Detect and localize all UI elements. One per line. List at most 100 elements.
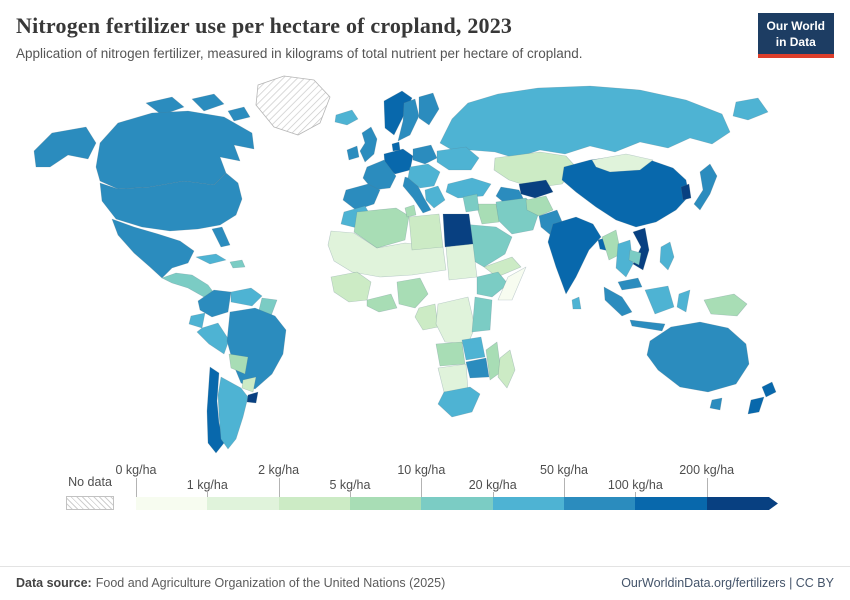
- map-region-cameroon-gabon[interactable]: [414, 303, 439, 331]
- map-region-sweden[interactable]: [397, 98, 420, 142]
- map-region-chukotka[interactable]: [732, 97, 769, 121]
- map-region-iraq[interactable]: [475, 203, 500, 225]
- legend-segment-1[interactable]: [207, 497, 279, 510]
- map-region-sudan[interactable]: [445, 243, 478, 281]
- legend-segment-6[interactable]: [563, 497, 636, 510]
- legend-scale: 0 kg/ha 1 kg/ha 2 kg/ha 5 kg/ha 10 kg/ha…: [115, 463, 778, 510]
- map-region-colombia[interactable]: [197, 289, 232, 318]
- map-region-thailand[interactable]: [615, 239, 634, 278]
- map-region-iberia[interactable]: [342, 183, 381, 211]
- map-region-brazil[interactable]: [226, 307, 287, 390]
- map-region-norway[interactable]: [383, 90, 413, 136]
- map-region-sumatra[interactable]: [603, 286, 633, 317]
- map-region-west-africa[interactable]: [330, 271, 372, 303]
- map-region-ghana-ivory[interactable]: [366, 293, 398, 313]
- map-region-vietnam[interactable]: [632, 227, 650, 271]
- legend-segment-0[interactable]: [136, 497, 208, 510]
- page-title: Nitrogen fertilizer use per hectare of c…: [16, 13, 513, 38]
- map-region-central-america[interactable]: [161, 272, 215, 298]
- map-region-sulawesi[interactable]: [676, 289, 691, 313]
- map-region-ethiopia[interactable]: [476, 271, 509, 298]
- map-region-south-africa[interactable]: [437, 386, 481, 418]
- legend-label-1: 1 kg/ha: [186, 478, 228, 492]
- map-region-turkey[interactable]: [445, 177, 492, 199]
- legend-segment-2[interactable]: [278, 497, 350, 510]
- map-region-borneo[interactable]: [644, 285, 675, 315]
- owid-logo[interactable]: Our World in Data: [757, 13, 834, 59]
- legend-segment-3[interactable]: [349, 497, 422, 510]
- map-region-malaysia[interactable]: [617, 277, 643, 291]
- map-region-france[interactable]: [362, 159, 397, 191]
- map-region-arctic-islands[interactable]: [145, 93, 251, 122]
- footer: Data source: Food and Agriculture Organiz…: [0, 566, 850, 600]
- map-region-iceland[interactable]: [334, 109, 359, 126]
- map-region-mongolia[interactable]: [591, 153, 654, 173]
- map-region-venezuela[interactable]: [230, 287, 263, 307]
- map-region-drc[interactable]: [435, 296, 476, 345]
- map-region-angola[interactable]: [435, 341, 466, 367]
- map-region-new-guinea[interactable]: [703, 293, 748, 317]
- map-region-philippines[interactable]: [659, 241, 675, 271]
- map-region-australia[interactable]: [646, 321, 750, 393]
- legend-tick: [564, 478, 566, 497]
- map-region-cuba[interactable]: [195, 253, 227, 265]
- legend-tick: [421, 478, 423, 497]
- map-region-alaska[interactable]: [33, 126, 97, 168]
- map-region-ukraine[interactable]: [436, 146, 480, 171]
- map-region-india[interactable]: [547, 216, 602, 295]
- map-region-east-africa[interactable]: [471, 296, 493, 333]
- map-region-ecuador[interactable]: [188, 312, 206, 329]
- map-region-namibia-botswana[interactable]: [437, 363, 469, 393]
- legend-segment-8[interactable]: [707, 497, 778, 510]
- map-region-poland[interactable]: [412, 144, 438, 165]
- map-region-egypt[interactable]: [442, 213, 474, 248]
- map-region-new-zealand-north[interactable]: [761, 381, 777, 398]
- map-region-madagascar[interactable]: [497, 349, 516, 389]
- map-region-afghanistan[interactable]: [525, 195, 554, 217]
- map-region-sahel[interactable]: [327, 230, 447, 278]
- map-region-algeria[interactable]: [353, 207, 410, 249]
- legend-segment-7[interactable]: [635, 497, 707, 510]
- map-region-uzbekistan[interactable]: [518, 179, 554, 199]
- map-region-zambia[interactable]: [461, 336, 486, 361]
- map-region-finland[interactable]: [418, 92, 440, 126]
- legend-no-data-swatch[interactable]: [66, 496, 114, 510]
- map-region-new-zealand-south[interactable]: [747, 396, 765, 415]
- legend-segment-5[interactable]: [492, 497, 564, 510]
- map-region-ireland[interactable]: [346, 145, 360, 161]
- map-region-uk[interactable]: [359, 126, 378, 163]
- map-region-uruguay[interactable]: [246, 391, 259, 404]
- legend-tick: [492, 492, 494, 497]
- map-region-java[interactable]: [629, 319, 666, 332]
- map-region-bolivia[interactable]: [228, 353, 249, 375]
- map-region-nigeria[interactable]: [396, 277, 429, 309]
- legend-no-data-label: No data: [68, 475, 112, 489]
- owid-attribution-link[interactable]: OurWorldinData.org/fertilizers | CC BY: [621, 576, 834, 590]
- map-region-usa-florida[interactable]: [211, 226, 231, 248]
- map-region-usa[interactable]: [99, 172, 243, 232]
- map-region-paraguay[interactable]: [241, 376, 257, 393]
- map-region-hispaniola[interactable]: [229, 259, 246, 269]
- map-region-peru[interactable]: [196, 322, 230, 355]
- legend-segment-4[interactable]: [421, 497, 493, 510]
- map-region-greenland[interactable]: [255, 75, 331, 136]
- map-region-somalia[interactable]: [497, 266, 527, 301]
- map-region-denmark[interactable]: [391, 141, 401, 152]
- legend-label-2: 2 kg/ha: [258, 463, 300, 477]
- map-region-zimbabwe[interactable]: [465, 357, 490, 379]
- map-region-mexico[interactable]: [111, 218, 195, 279]
- map-region-tasmania[interactable]: [709, 397, 723, 411]
- map-region-indochina[interactable]: [628, 249, 642, 266]
- map-region-korea[interactable]: [680, 183, 692, 201]
- map-region-central-europe[interactable]: [407, 163, 441, 189]
- map-region-balkans[interactable]: [424, 185, 446, 209]
- map-region-argentina[interactable]: [217, 376, 249, 450]
- map-region-russia[interactable]: [439, 85, 731, 159]
- map-region-libya[interactable]: [408, 213, 444, 251]
- map-region-levant[interactable]: [462, 193, 480, 213]
- map-region-japan[interactable]: [693, 163, 718, 211]
- map-region-tunisia[interactable]: [404, 204, 417, 218]
- map-region-sri-lanka[interactable]: [571, 296, 582, 310]
- map-region-kazakhstan[interactable]: [493, 151, 577, 189]
